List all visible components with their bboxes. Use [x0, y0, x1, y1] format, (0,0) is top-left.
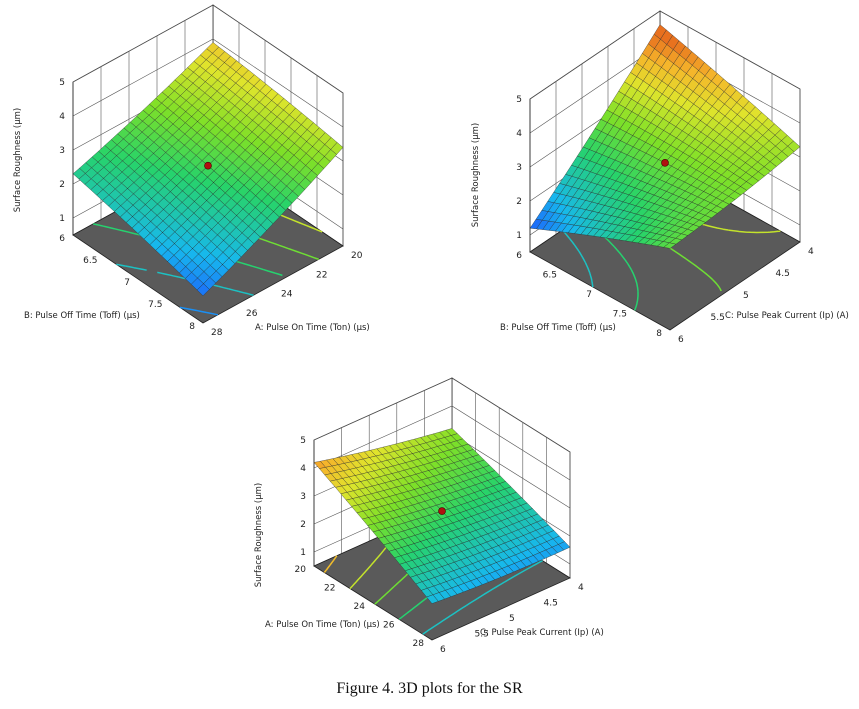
z-gridline: [313, 405, 571, 481]
response-surface: [529, 24, 801, 249]
y-tick-label: 7: [586, 290, 592, 300]
x-tick-label: 5: [509, 614, 515, 624]
z-gridline: [313, 377, 571, 453]
y-tick-label: 22: [324, 584, 335, 594]
y-tick-label: 8: [656, 329, 662, 339]
x-tick-label: 4.5: [544, 599, 558, 609]
y-axis-title: A: Pulse On Time (Ton) (µs): [265, 620, 380, 630]
y-tick-label: 26: [383, 621, 395, 631]
contour-line: [323, 555, 338, 573]
figure-caption: Figure 4. 3D plots for the SR: [336, 680, 523, 697]
x-tick-label: 4: [578, 583, 584, 593]
design-point: [204, 161, 212, 170]
z-tick-label: 3: [59, 146, 65, 156]
z-axis-title: Surface Roughness (µm): [254, 483, 264, 587]
y-tick-label: 7.5: [148, 300, 162, 310]
x-tick-label: 28: [211, 328, 223, 338]
z-tick-label: 2: [300, 520, 306, 530]
z-tick-label: 4: [516, 129, 522, 139]
y-tick-label: 6: [516, 251, 522, 261]
response-surface: [313, 428, 571, 604]
surface-cell: [196, 283, 210, 297]
z-axis-title: Surface Roughness (µm): [471, 123, 481, 227]
y-axis-title: B: Pulse Off Time (Toff) (µs): [500, 323, 616, 333]
z-tick-label: 2: [59, 180, 65, 190]
y-tick-label: 6.5: [83, 256, 97, 266]
design-point: [438, 507, 446, 515]
x-tick-label: 22: [316, 270, 327, 280]
z-tick-label: 3: [300, 492, 306, 502]
surface-plot-ip-ton: 1 2 3 4 5 4 4.5 5 5.5 6 20 22 24 26 28 C: Pulse Peak Cu…: [254, 377, 604, 655]
x-tick-label: 4.5: [776, 269, 790, 279]
surface-plot-ip-toff: 1 2 3 4 5 4 4.5 5 5.5 6 6 6.5 7 7.5 8 C: Pulse Peak Cur…: [471, 10, 849, 345]
axis-labels: 1 2 3 4 5 4 4.5 5 5.5 6 20 22 24 26 28 C: Pulse Peak Cu…: [254, 436, 604, 655]
contour-line: [179, 306, 219, 316]
y-tick-label: 7.5: [613, 310, 627, 320]
z-tick-label: 2: [516, 197, 522, 207]
x-tick-label: 6: [678, 335, 684, 345]
z-gridline: [72, 38, 344, 128]
contour-line: [422, 560, 543, 635]
x-tick-label: 5.5: [711, 313, 725, 323]
design-point: [661, 159, 669, 167]
x-tick-label: 20: [351, 251, 363, 261]
x-tick-label: 5: [743, 291, 749, 301]
x-tick-label: 24: [281, 290, 293, 300]
y-tick-label: 24: [354, 602, 366, 612]
z-tick-label: 5: [516, 95, 522, 105]
x-axis-title: A: Pulse On Time (Ton) (µs): [255, 323, 370, 333]
x-tick-label: 6: [440, 645, 446, 655]
z-tick-label: 4: [59, 112, 65, 122]
y-tick-label: 28: [413, 639, 425, 649]
axis-labels: 1 2 3 4 5 20 22 24 26 28 6 6.5 7 7.5 8 A: Pulse On Time…: [13, 78, 370, 338]
x-tick-label: 5.5: [475, 630, 489, 640]
x-tick-label: 4: [808, 247, 814, 257]
y-tick-label: 6.5: [543, 271, 557, 281]
x-axis-title: C: Pulse Peak Current (Ip) (A): [480, 628, 604, 638]
z-tick-label: 1: [516, 231, 522, 241]
y-tick-label: 20: [295, 565, 307, 575]
z-tick-label: 1: [59, 214, 65, 224]
response-surface: [72, 42, 344, 297]
contour-line: [561, 229, 594, 288]
z-tick-label: 4: [300, 464, 306, 474]
surface-plot-ton-toff: 1 2 3 4 5 20 22 24 26 28 6 6.5 7 7.5 8 A: Pulse On Time…: [13, 4, 370, 338]
y-axis-title: B: Pulse Off Time (Toff) (µs): [24, 311, 140, 321]
z-tick-label: 5: [59, 78, 65, 88]
y-tick-label: 8: [189, 322, 195, 332]
x-tick-label: 26: [246, 309, 258, 319]
axis-labels: 1 2 3 4 5 4 4.5 5 5.5 6 6 6.5 7 7.5 8 C: Pulse Peak Cur…: [471, 95, 849, 345]
x-axis-title: C: Pulse Peak Current (Ip) (A): [725, 311, 849, 321]
z-gridline: [72, 4, 344, 94]
y-tick-label: 6: [59, 234, 65, 244]
z-axis-title: Surface Roughness (µm): [13, 108, 23, 212]
z-tick-label: 3: [516, 163, 522, 173]
surface-cell: [426, 594, 439, 604]
z-tick-label: 1: [300, 548, 306, 558]
z-tick-label: 5: [300, 436, 306, 446]
y-tick-label: 7: [124, 278, 130, 288]
surface-cell: [663, 242, 677, 249]
z-gridline: [529, 10, 801, 100]
